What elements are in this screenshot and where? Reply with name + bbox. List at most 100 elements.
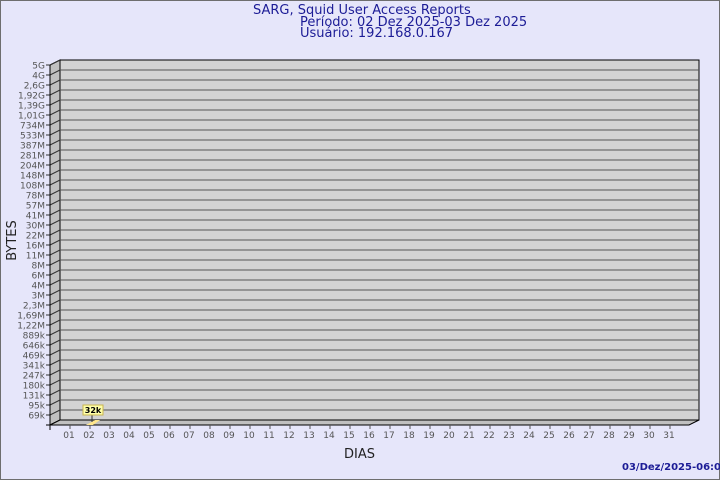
gridline-side	[49, 169, 61, 176]
data-label: 32k	[85, 406, 102, 415]
y-tick-label: 533M	[20, 132, 45, 142]
y-tick-label: 2,3M	[23, 302, 45, 312]
floor	[49, 419, 700, 426]
y-tick-label: 41M	[26, 212, 45, 222]
gridline-side	[49, 239, 61, 246]
y-tick-label: 387M	[20, 142, 45, 152]
x-tick-label: 10	[243, 431, 255, 441]
y-tick-label: 148M	[20, 172, 45, 182]
x-tick-label: 26	[563, 431, 575, 441]
y-tick-label: 57M	[26, 202, 45, 212]
gridline-side	[49, 219, 61, 226]
gridline-side	[49, 139, 61, 146]
gridline-side	[49, 399, 61, 406]
gridline-side	[49, 209, 61, 216]
y-tick-label: 5G	[32, 62, 45, 72]
chart-title: SARG, Squid User Access Reports	[253, 3, 471, 18]
gridline-side	[49, 269, 61, 276]
x-tick-label: 04	[123, 431, 135, 441]
y-tick-label: 4M	[32, 282, 46, 292]
y-tick-label: 22M	[26, 232, 45, 242]
x-tick-label: 19	[423, 431, 435, 441]
gridline-side	[49, 119, 61, 126]
y-tick-label: 8M	[32, 262, 46, 272]
x-tick-label: 11	[263, 431, 274, 441]
y-tick-label: 108M	[20, 182, 45, 192]
x-tick-label: 13	[303, 431, 314, 441]
y-tick-label: 341k	[23, 362, 46, 372]
gridline-side	[49, 389, 61, 396]
gridline-side	[49, 159, 61, 166]
x-axis-label: DIAS	[344, 447, 375, 462]
gridline-side	[49, 59, 61, 66]
gridline-side	[49, 379, 61, 386]
x-tick-label: 23	[503, 431, 514, 441]
y-tick-label: 1,69M	[17, 312, 45, 322]
gridline-side	[49, 319, 61, 326]
x-tick-label: 12	[283, 431, 294, 441]
gridline-side	[49, 149, 61, 156]
y-tick-label: 78M	[26, 192, 45, 202]
x-tick-label: 24	[523, 431, 535, 441]
y-tick-label: 95k	[28, 402, 45, 412]
y-tick-label: 69k	[28, 412, 45, 422]
x-tick-label: 21	[463, 431, 474, 441]
y-tick-label: 131k	[23, 392, 46, 402]
y-tick-label: 6M	[32, 272, 46, 282]
gridline-side	[49, 339, 61, 346]
x-tick-label: 29	[623, 431, 635, 441]
y-tick-label: 11M	[26, 252, 45, 262]
y-tick-label: 247k	[23, 372, 46, 382]
x-tick-label: 15	[343, 431, 354, 441]
x-tick-label: 18	[403, 431, 415, 441]
gridline-side	[49, 259, 61, 266]
x-tick-label: 05	[143, 431, 154, 441]
y-tick-label: 646k	[23, 342, 46, 352]
gridline-side	[49, 409, 61, 416]
gridline-side	[49, 369, 61, 376]
y-tick-label: 1,01G	[18, 112, 45, 122]
chart-user: Usuário: 192.168.0.167	[300, 26, 454, 41]
y-tick-label: 1,92G	[18, 92, 45, 102]
gridline-side	[49, 199, 61, 206]
gridline-side	[49, 329, 61, 336]
y-tick-label: 1,39G	[18, 102, 45, 112]
y-tick-label: 2,6G	[24, 82, 45, 92]
x-tick-label: 08	[203, 431, 215, 441]
gridline-side	[49, 109, 61, 116]
gridline-side	[49, 229, 61, 236]
x-tick-label: 20	[443, 431, 455, 441]
y-tick-label: 1,22M	[17, 322, 45, 332]
x-tick-label: 17	[383, 431, 394, 441]
y-tick-label: 889k	[23, 332, 46, 342]
gridline-side	[49, 79, 61, 86]
gridline-side	[49, 179, 61, 186]
x-tick-label: 06	[163, 431, 175, 441]
gridline-side	[49, 129, 61, 136]
footer-timestamp: 03/Dez/2025-06:00	[622, 462, 720, 473]
y-tick-label: 180k	[23, 382, 46, 392]
bar-02	[86, 420, 100, 425]
x-tick-label: 31	[663, 431, 674, 441]
gridline-side	[49, 99, 61, 106]
x-tick-label: 14	[323, 431, 335, 441]
gridline-side	[49, 289, 61, 296]
x-tick-label: 22	[483, 431, 494, 441]
y-tick-label: 30M	[26, 222, 45, 232]
x-tick-label: 30	[643, 431, 655, 441]
y-tick-label: 16M	[26, 242, 45, 252]
x-tick-label: 03	[103, 431, 114, 441]
gridline-side	[49, 309, 61, 316]
gridline-side	[49, 89, 61, 96]
y-tick-label: 469k	[23, 352, 46, 362]
gridline-side	[49, 359, 61, 366]
x-tick-label: 02	[83, 431, 94, 441]
y-tick-label: 734M	[20, 122, 45, 132]
x-tick-label: 09	[223, 431, 235, 441]
y-tick-label: 4G	[32, 72, 45, 82]
gridline-side	[49, 189, 61, 196]
x-tick-label: 16	[363, 431, 375, 441]
chart-period: Período: 02 Dez 2025-03 Dez 2025	[300, 15, 528, 30]
data-label-box	[82, 404, 104, 416]
